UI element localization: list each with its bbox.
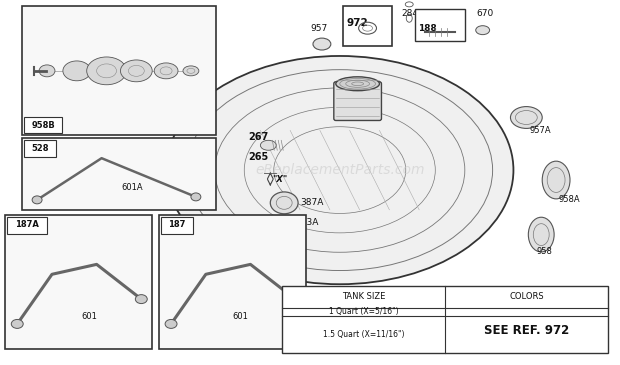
Ellipse shape <box>135 295 147 304</box>
Ellipse shape <box>166 56 513 284</box>
Bar <box>415 9 465 41</box>
Text: 958B: 958B <box>31 121 55 130</box>
Text: 387A: 387A <box>300 198 324 207</box>
Text: 601: 601 <box>82 312 97 321</box>
Bar <box>24 140 56 157</box>
FancyBboxPatch shape <box>334 82 381 120</box>
Bar <box>161 217 193 234</box>
Ellipse shape <box>39 65 55 77</box>
Text: 601: 601 <box>232 312 249 321</box>
Text: 265: 265 <box>249 152 268 162</box>
Text: TANK SIZE: TANK SIZE <box>342 292 386 301</box>
Text: 187A: 187A <box>16 220 39 229</box>
Text: "X": "X" <box>272 175 288 184</box>
Ellipse shape <box>87 57 126 85</box>
Ellipse shape <box>270 192 298 214</box>
Text: COLORS: COLORS <box>510 292 544 301</box>
Ellipse shape <box>32 196 42 204</box>
Ellipse shape <box>336 77 379 91</box>
Text: 958: 958 <box>536 247 552 257</box>
Ellipse shape <box>154 63 178 79</box>
Bar <box>343 6 392 46</box>
Text: 972: 972 <box>347 18 368 28</box>
Ellipse shape <box>510 107 542 128</box>
Text: SEE REF. 972: SEE REF. 972 <box>484 324 570 337</box>
Ellipse shape <box>476 26 490 35</box>
Ellipse shape <box>289 295 301 304</box>
Text: 670: 670 <box>477 9 494 18</box>
Ellipse shape <box>269 217 287 228</box>
Bar <box>159 215 306 349</box>
Text: 265A: 265A <box>176 157 204 167</box>
Text: 601A: 601A <box>122 183 143 192</box>
Ellipse shape <box>191 193 201 201</box>
Ellipse shape <box>63 61 91 81</box>
Text: eReplacementParts.com: eReplacementParts.com <box>255 163 425 177</box>
Ellipse shape <box>165 319 177 328</box>
Text: 528: 528 <box>32 144 49 153</box>
Bar <box>282 286 608 353</box>
Text: 1.5 Quart (X=11/16"): 1.5 Quart (X=11/16") <box>323 330 405 339</box>
Text: 353A: 353A <box>295 218 319 227</box>
Bar <box>22 138 216 210</box>
Text: 188: 188 <box>418 24 437 33</box>
Bar <box>22 6 216 135</box>
Text: 267: 267 <box>169 139 189 149</box>
Ellipse shape <box>183 66 199 76</box>
Ellipse shape <box>186 146 200 155</box>
Text: 187: 187 <box>169 220 186 229</box>
Bar <box>7 217 47 234</box>
Text: 957A: 957A <box>529 126 551 135</box>
Ellipse shape <box>120 60 153 82</box>
Text: 958A: 958A <box>558 195 580 204</box>
Bar <box>6 215 153 349</box>
Text: 267: 267 <box>249 132 268 142</box>
Ellipse shape <box>542 161 570 199</box>
Ellipse shape <box>313 38 331 50</box>
Ellipse shape <box>528 217 554 252</box>
Ellipse shape <box>11 319 23 328</box>
Text: 1 Quart (X=5/16"): 1 Quart (X=5/16") <box>329 307 399 316</box>
Text: 284: 284 <box>401 9 418 18</box>
Ellipse shape <box>260 140 277 150</box>
Text: 957: 957 <box>310 24 327 33</box>
Bar <box>24 116 62 133</box>
